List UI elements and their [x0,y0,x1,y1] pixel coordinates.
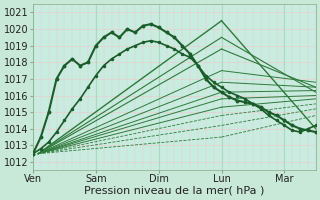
X-axis label: Pression niveau de la mer( hPa ): Pression niveau de la mer( hPa ) [84,186,265,196]
